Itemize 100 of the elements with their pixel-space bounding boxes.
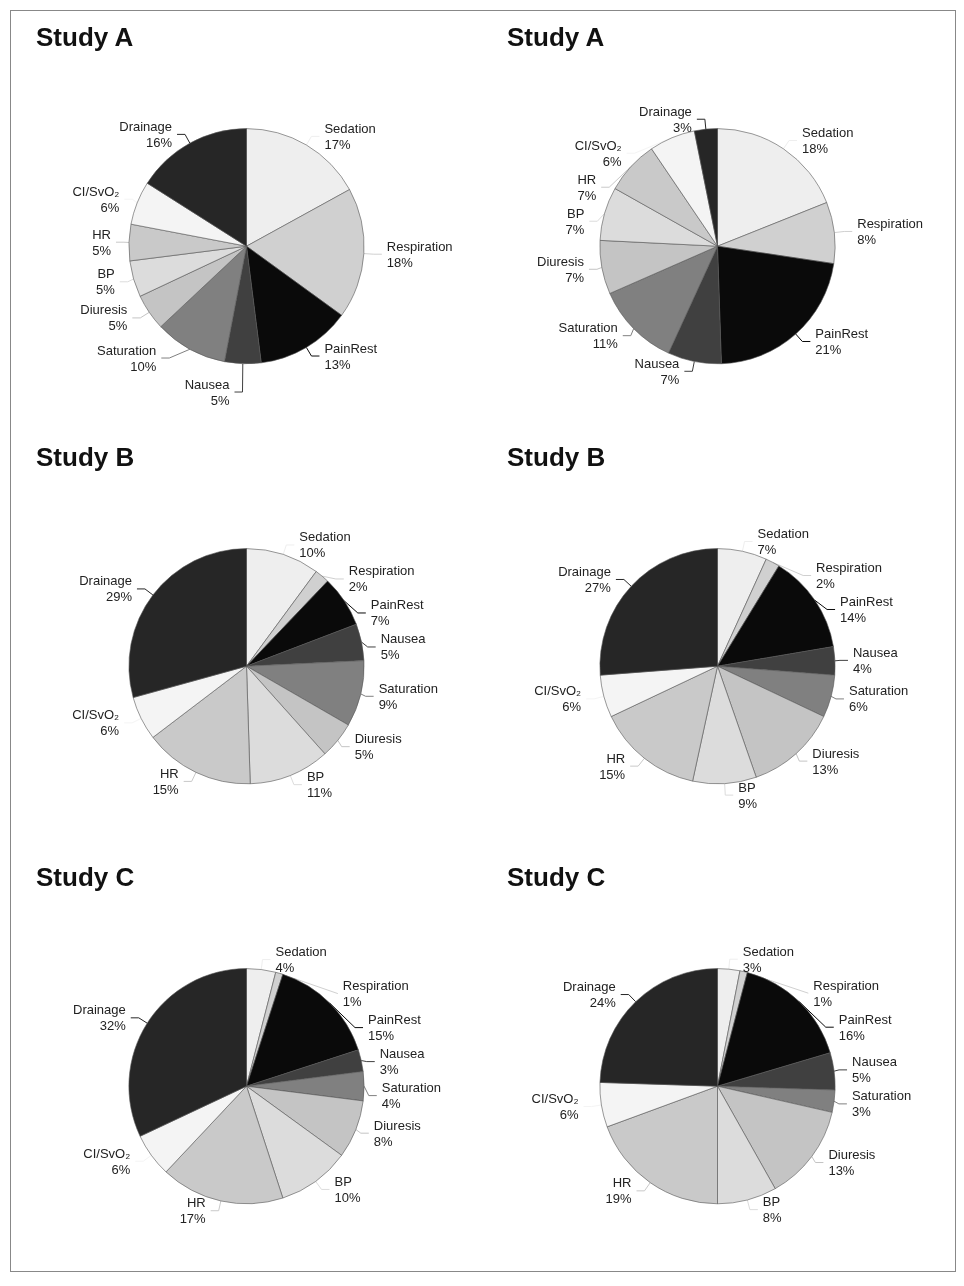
data-label: 5% xyxy=(852,1070,872,1086)
chart-title: Study B xyxy=(36,442,135,472)
slice-label: Drainage xyxy=(79,573,132,589)
data-label: 8% xyxy=(762,1210,783,1226)
slice-label: Diuresis xyxy=(373,1117,422,1133)
slice-label: PainRest xyxy=(324,340,378,356)
slice-label: Sedation xyxy=(324,120,376,136)
slice-label: Saturation xyxy=(378,680,438,696)
data-label: 4% xyxy=(852,660,873,676)
data-label: 6% xyxy=(111,1161,131,1177)
data-label: 11% xyxy=(306,785,333,801)
data-label: 18% xyxy=(386,254,414,270)
chart-title: Study C xyxy=(36,862,135,892)
slice-label: Sedation xyxy=(275,944,327,960)
slice-label: Saturation xyxy=(558,320,618,336)
data-label: 13% xyxy=(812,761,839,777)
data-label: 19% xyxy=(605,1191,632,1207)
data-label: 27% xyxy=(584,579,612,595)
slice-label: BP xyxy=(97,266,115,282)
data-label: 1% xyxy=(342,994,363,1010)
slice-label: Nausea xyxy=(380,631,427,647)
slice-label: CI/SvO₂ xyxy=(574,137,622,153)
data-label: 13% xyxy=(828,1163,855,1179)
slice-label: Sedation xyxy=(802,125,854,141)
data-label: 1% xyxy=(813,993,833,1009)
slice-label: Nausea xyxy=(852,1054,898,1070)
slice-label: Respiration xyxy=(348,563,415,579)
slice-label: PainRest xyxy=(840,594,894,609)
slice-label: HR xyxy=(577,171,597,187)
data-label: 16% xyxy=(146,134,173,150)
data-label: 4% xyxy=(381,1096,402,1112)
slice-label: CI/SvO₂ xyxy=(531,1091,579,1107)
data-label: 5% xyxy=(108,318,128,334)
slice-label: Nausea xyxy=(852,644,899,660)
data-label: 6% xyxy=(100,723,120,739)
slice-label: BP xyxy=(334,1173,352,1189)
slice-label: Drainage xyxy=(639,103,692,119)
data-label: 21% xyxy=(815,341,842,357)
slice-label: CI/SvO₂ xyxy=(72,183,120,199)
data-label: 9% xyxy=(378,696,398,712)
data-label: 15% xyxy=(599,766,626,782)
slice-label: Sedation xyxy=(757,526,809,541)
slice-label: Diuresis xyxy=(354,731,403,747)
slice-label: HR xyxy=(159,765,179,781)
slice-label: HR xyxy=(92,226,111,242)
data-label: 7% xyxy=(370,613,391,629)
chart-title: Study A xyxy=(36,22,134,52)
data-label: 5% xyxy=(95,282,116,298)
data-label: 8% xyxy=(857,231,877,247)
slice-label: CI/SvO₂ xyxy=(72,707,120,723)
data-label: 4% xyxy=(275,960,295,976)
slice-label: Drainage xyxy=(558,563,611,579)
slice-label: CI/SvO₂ xyxy=(83,1145,131,1161)
data-label: 5% xyxy=(354,747,374,763)
data-label: 14% xyxy=(840,610,867,625)
data-label: 13% xyxy=(324,356,351,372)
data-label: 6% xyxy=(559,1107,579,1123)
data-label: 6% xyxy=(562,699,582,715)
data-label: 17% xyxy=(179,1211,207,1227)
data-label: 5% xyxy=(210,392,230,408)
chart-title: Study C xyxy=(507,862,606,892)
slice-label: Respiration xyxy=(813,977,880,993)
slice-label: Respiration xyxy=(816,560,882,575)
slice-label: Drainage xyxy=(73,1002,126,1018)
slice-label: Saturation xyxy=(851,1088,912,1104)
data-label: 10% xyxy=(299,545,326,561)
slice-label: Sedation xyxy=(742,943,795,959)
data-label: 11% xyxy=(592,336,619,352)
data-label: 17% xyxy=(324,136,351,152)
data-label: 7% xyxy=(577,187,597,203)
data-label: 2% xyxy=(348,579,369,595)
data-label: 5% xyxy=(380,647,400,663)
data-label: 10% xyxy=(130,358,157,374)
slice-label: PainRest xyxy=(368,1012,422,1028)
data-label: 6% xyxy=(848,699,869,715)
data-label: 3% xyxy=(379,1062,399,1078)
data-label: 15% xyxy=(368,1028,395,1044)
slice-label: Nausea xyxy=(379,1046,426,1062)
slice-label: PainRest xyxy=(838,1011,892,1027)
slice-label: Respiration xyxy=(342,978,409,994)
data-label: 8% xyxy=(373,1133,394,1149)
data-label: 5% xyxy=(92,242,112,258)
slice-label: Drainage xyxy=(119,118,173,134)
slice-label: Drainage xyxy=(562,979,616,995)
data-label: 3% xyxy=(742,959,762,975)
data-label: 3% xyxy=(851,1104,872,1120)
slice-label: PainRest xyxy=(815,325,869,341)
chart-title: Study B xyxy=(507,442,606,472)
slice-label: HR xyxy=(612,1175,632,1191)
slice-label: Respiration xyxy=(386,238,453,254)
slice-label: BP xyxy=(567,205,585,221)
data-label: 32% xyxy=(99,1018,127,1034)
slice-label: Nausea xyxy=(184,376,231,392)
slice-label: Saturation xyxy=(848,683,909,699)
data-label: 29% xyxy=(105,589,133,605)
slice-label: CI/SvO₂ xyxy=(534,683,582,699)
data-label: 15% xyxy=(152,781,180,797)
data-label: 6% xyxy=(602,153,623,169)
data-label: 18% xyxy=(802,141,829,157)
slice-label: Saturation xyxy=(97,342,157,358)
